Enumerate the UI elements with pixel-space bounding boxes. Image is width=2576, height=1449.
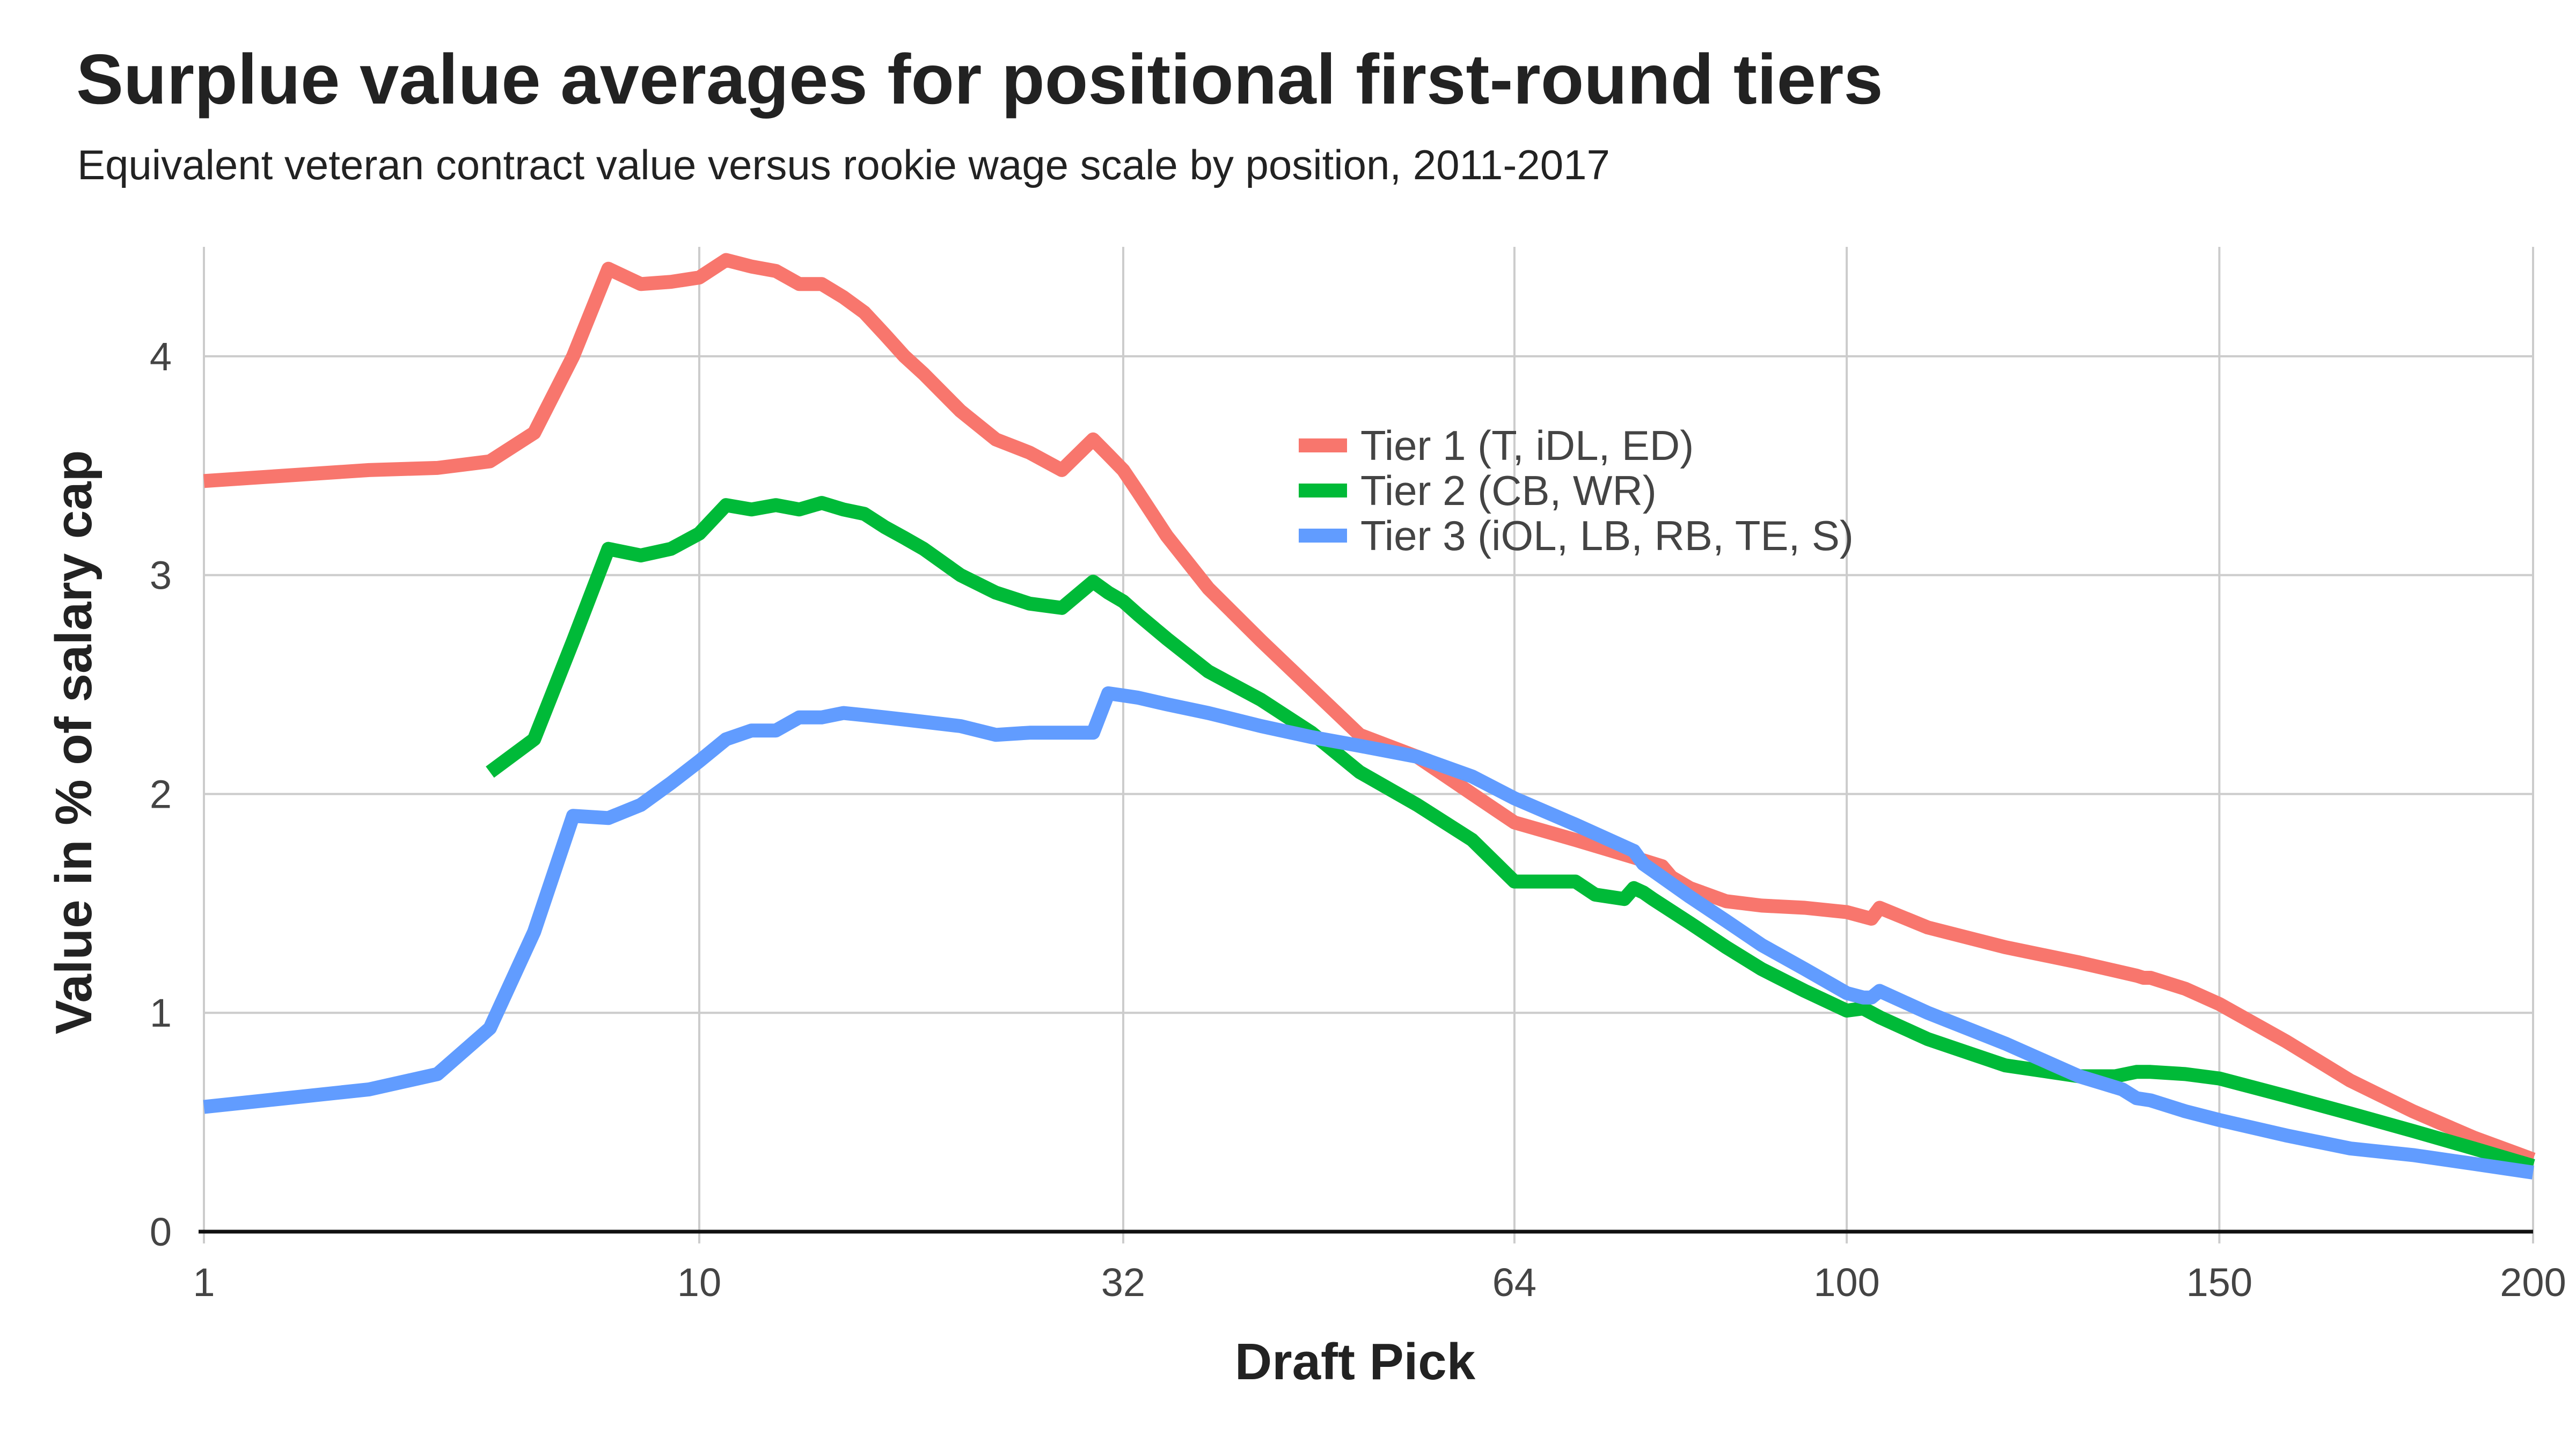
gridlines — [203, 247, 2534, 1243]
x-tick-label: 32 — [1101, 1260, 1145, 1305]
series-lines — [203, 253, 2536, 1180]
x-tick-label: 1 — [193, 1260, 215, 1305]
legend-label-tier-1: Tier 1 (T, iDL, ED) — [1360, 422, 1694, 469]
series-line-tier-3 — [203, 686, 2534, 1180]
y-tick-label: 3 — [150, 553, 172, 598]
y-tick-label: 4 — [150, 334, 172, 379]
y-tick-label: 0 — [150, 1210, 172, 1254]
x-tick-label: 10 — [677, 1260, 721, 1305]
chart-title: Surplue value averages for positional fi… — [76, 40, 1883, 119]
series-line-tier-2 — [486, 496, 2535, 1173]
y-tick-label: 1 — [150, 991, 172, 1035]
series-line-tier-1 — [203, 253, 2536, 1166]
legend-label-tier-3: Tier 3 (iOL, LB, RB, TE, S) — [1360, 512, 1854, 559]
x-tick-label: 100 — [1813, 1260, 1879, 1305]
legend: Tier 1 (T, iDL, ED)Tier 2 (CB, WR)Tier 3… — [1299, 422, 1854, 559]
x-tick-label: 150 — [2186, 1260, 2252, 1305]
chart-subtitle: Equivalent veteran contract value versus… — [77, 141, 1610, 188]
y-axis-title: Value in % of salary cap — [45, 450, 103, 1034]
x-tick-label: 64 — [1492, 1260, 1536, 1305]
y-tick-label: 2 — [150, 772, 172, 816]
x-axis-title: Draft Pick — [1235, 1333, 1476, 1391]
x-tick-label: 200 — [2500, 1260, 2566, 1305]
legend-label-tier-2: Tier 2 (CB, WR) — [1360, 467, 1657, 514]
